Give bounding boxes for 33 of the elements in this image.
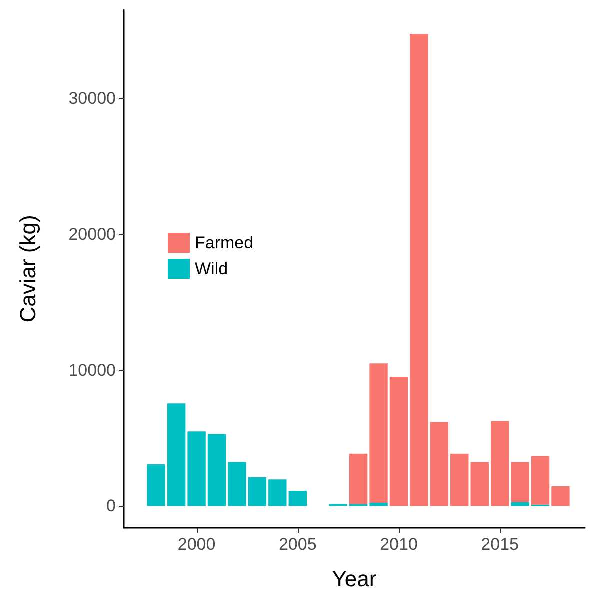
bar	[511, 462, 530, 502]
bar	[370, 364, 388, 503]
bar	[228, 462, 246, 506]
bar	[370, 502, 388, 506]
bar	[208, 434, 226, 506]
bar	[167, 404, 186, 506]
bar	[430, 422, 449, 506]
bar	[450, 454, 469, 506]
bar	[248, 478, 267, 506]
bar	[531, 456, 550, 505]
bar	[470, 462, 489, 506]
bar	[288, 491, 307, 506]
x-tick-label: 2010	[380, 535, 418, 554]
x-tick-label: 2005	[278, 535, 317, 554]
y-axis-title: Caviar (kg)	[16, 215, 40, 323]
bar	[147, 464, 166, 506]
bar	[552, 486, 570, 506]
bar	[410, 34, 428, 506]
y-tick-label: 30000	[68, 88, 116, 108]
bar	[188, 432, 206, 506]
bar	[511, 502, 530, 506]
legend-label: Farmed	[195, 234, 254, 252]
legend-label: Wild	[195, 260, 228, 278]
bar	[390, 376, 408, 506]
x-axis-title: Year	[332, 566, 377, 592]
x-tick-label: 2015	[481, 535, 519, 554]
y-tick-label: 0	[106, 496, 116, 516]
bar	[349, 454, 368, 504]
y-tick-label: 10000	[68, 360, 116, 380]
x-tick-label: 2000	[178, 535, 216, 554]
bar	[490, 421, 510, 506]
bar	[268, 480, 287, 506]
y-tick-label: 20000	[68, 224, 116, 244]
